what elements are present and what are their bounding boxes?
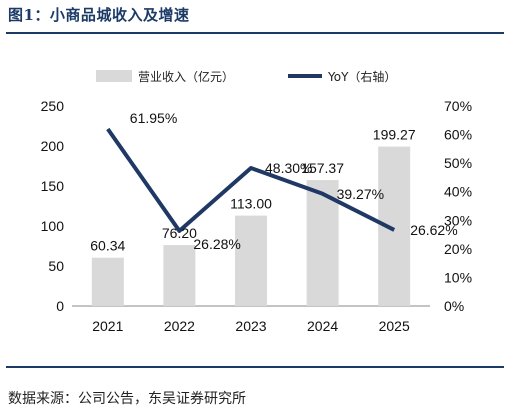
bar — [235, 215, 267, 306]
bar-value-label: 113.00 — [230, 196, 272, 212]
bar — [91, 257, 124, 306]
legend-line-label: YoY（右轴） — [327, 69, 396, 84]
figure-title: 图1：小商品城收入及增速 — [8, 6, 190, 24]
yoy-line — [106, 127, 396, 233]
bar-value-label: 199.27 — [373, 127, 416, 143]
x-tick-label: 2022 — [164, 318, 195, 334]
title-rule — [6, 32, 504, 34]
x-tick-label: 2021 — [92, 318, 123, 334]
y-left-tick-label: 150 — [41, 178, 65, 194]
legend: 营业收入（亿元） YoY（右轴） — [96, 69, 396, 84]
line-value-label: 39.27% — [337, 186, 384, 202]
y-right-tick-label: 20% — [444, 241, 472, 257]
y-right-tick-label: 10% — [444, 269, 472, 285]
source-rule — [6, 366, 504, 368]
revenue-yoy-chart: 营业收入（亿元） YoY（右轴） 0 50 100 150 200 250 0% 10% 20% 3… — [41, 69, 472, 334]
y-left-tick-label: 200 — [41, 138, 65, 154]
legend-bar-label: 营业收入（亿元） — [138, 69, 234, 84]
x-tick-label: 2025 — [379, 318, 410, 334]
y-right-tick-label: 30% — [444, 212, 472, 228]
x-tick-label: 2024 — [307, 318, 338, 334]
y-left-tick-label: 50 — [48, 258, 64, 274]
y-left-tick-label: 100 — [41, 218, 65, 234]
y-left-tick-label: 0 — [56, 298, 64, 314]
y-right-tick-label: 60% — [444, 127, 472, 143]
y-right-tick-label: 40% — [444, 184, 472, 200]
y-right-tick-label: 0% — [444, 298, 464, 314]
y-right-tick-label: 50% — [444, 155, 472, 171]
source-note: 数据来源：公司公告，东吴证券研究所 — [8, 391, 246, 407]
line-value-label: 26.62% — [410, 222, 457, 238]
axes: 0 50 100 150 200 250 0% 10% 20% 30% 40% 50% 60% 70% 20… — [41, 98, 472, 334]
y-right-tick-label: 70% — [444, 98, 472, 114]
bar — [163, 245, 196, 306]
bar-value-label: 76.20 — [162, 225, 197, 241]
line-series — [106, 127, 396, 233]
line-value-label: 61.95% — [130, 110, 177, 126]
data-labels: 60.34 76.20 113.00 157.37 199.27 61.95% 26.28%… — [90, 110, 457, 254]
legend-bar-swatch — [96, 70, 132, 82]
x-tick-label: 2023 — [235, 318, 266, 334]
bar-value-label: 157.37 — [301, 160, 344, 176]
line-value-label: 48.30% — [265, 160, 312, 176]
y-left-tick-label: 250 — [41, 98, 65, 114]
line-value-label: 26.28% — [193, 236, 240, 252]
bar-value-label: 60.34 — [90, 238, 125, 254]
